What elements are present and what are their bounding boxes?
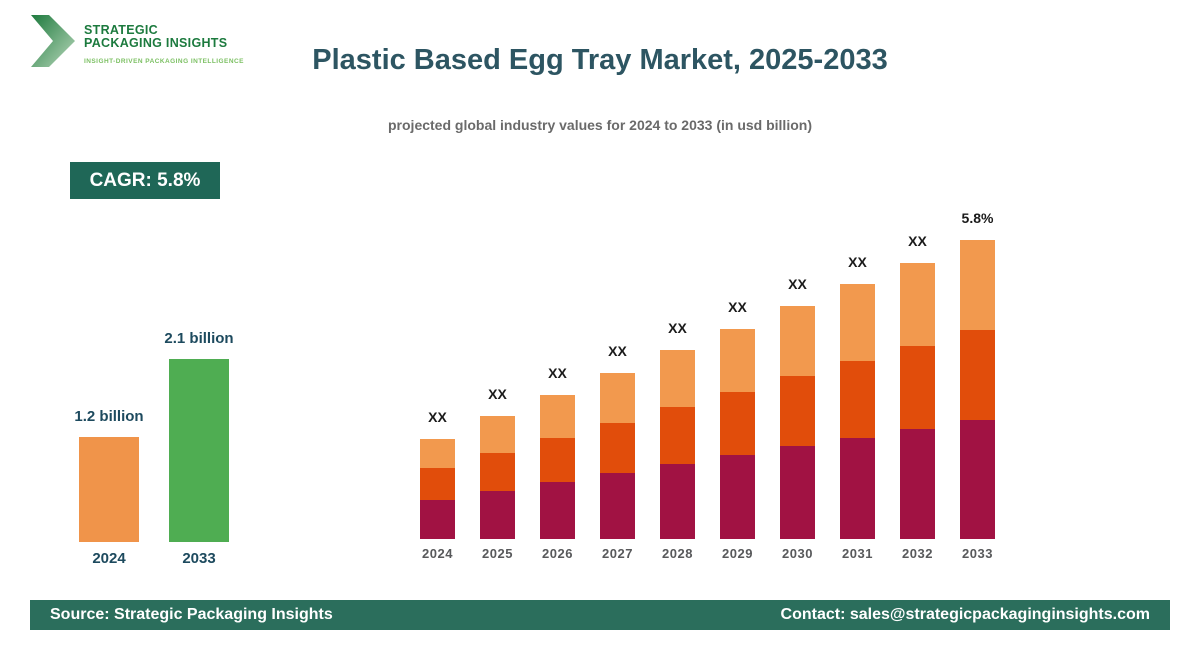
logo: STRATEGIC PACKAGING INSIGHTS INSIGHT-DRI… (30, 14, 244, 68)
stacked-bar-column: 5.8% 2033 (960, 200, 995, 561)
segment-top (420, 439, 455, 468)
segment-top (540, 395, 575, 438)
axis-label-2026: 2026 (542, 546, 573, 561)
bar-data-label: XX (668, 320, 687, 336)
bar-data-label: 5.8% (961, 210, 994, 226)
segment-bottom (420, 500, 455, 539)
segment-middle (540, 438, 575, 482)
logo-line1: STRATEGIC (84, 23, 158, 37)
summary-growth-chart: 1.2 billion 2024 2.1 billion 2033 (74, 320, 233, 567)
footer-contact: Contact: sales@strategicpackaginginsight… (780, 606, 1150, 623)
stacked-bar-column: XX 2031 (840, 200, 875, 561)
axis-label-2027: 2027 (602, 546, 633, 561)
axis-label-2032: 2032 (902, 546, 933, 561)
segment-top (780, 306, 815, 376)
logo-tagline: INSIGHT-DRIVEN PACKAGING INTELLIGENCE (84, 58, 244, 65)
segment-top (600, 373, 635, 423)
axis-label-2030: 2030 (782, 546, 813, 561)
segment-middle (780, 376, 815, 446)
summary-bar-column: 2.1 billion 2033 (164, 320, 233, 567)
summary-bar-2024 (79, 437, 139, 542)
axis-label-2031: 2031 (842, 546, 873, 561)
footer-source: Source: Strategic Packaging Insights (50, 606, 333, 623)
axis-label-2033: 2033 (182, 550, 216, 567)
segment-middle (720, 392, 755, 455)
segment-bottom (660, 464, 695, 539)
axis-label-2025: 2025 (482, 546, 513, 561)
bar-data-label: XX (788, 276, 807, 292)
bar-data-label: XX (908, 233, 927, 249)
segment-bottom (600, 473, 635, 539)
bar-data-label: XX (608, 343, 627, 359)
segment-bottom (840, 438, 875, 539)
segment-top (660, 350, 695, 407)
segment-middle (480, 453, 515, 491)
segment-middle (600, 423, 635, 473)
chevron-right-icon (31, 15, 75, 67)
stacked-bar-column: XX 2028 (660, 200, 695, 561)
cagr-badge: CAGR: 5.8% (70, 162, 220, 199)
stacked-bar-column: XX 2025 (480, 200, 515, 561)
logo-text: STRATEGIC PACKAGING INSIGHTS INSIGHT-DRI… (84, 14, 244, 66)
axis-label-2033: 2033 (962, 546, 993, 561)
segment-middle (840, 361, 875, 438)
segment-top (960, 240, 995, 330)
segment-bottom (900, 429, 935, 539)
segment-middle (900, 346, 935, 429)
bar-value-label: 1.2 billion (74, 408, 144, 425)
summary-bar-column: 1.2 billion 2024 (74, 320, 143, 567)
axis-label-2029: 2029 (722, 546, 753, 561)
bar-data-label: XX (848, 254, 867, 270)
summary-bar-2033 (169, 359, 229, 542)
segment-middle (660, 407, 695, 464)
bar-data-label: XX (488, 386, 507, 402)
segment-top (480, 416, 515, 453)
segment-bottom (960, 420, 995, 539)
stacked-bar-column: XX 2030 (780, 200, 815, 561)
segment-bottom (480, 491, 515, 539)
segment-top (840, 284, 875, 361)
page-title: Plastic Based Egg Tray Market, 2025-2033 (312, 44, 888, 76)
axis-label-2024: 2024 (92, 550, 126, 567)
bar-data-label: XX (728, 299, 747, 315)
bar-data-label: XX (428, 409, 447, 425)
segment-top (900, 263, 935, 346)
bar-value-label: 2.1 billion (164, 330, 234, 347)
segment-bottom (780, 446, 815, 539)
stacked-bar-column: XX 2026 (540, 200, 575, 561)
segment-middle (960, 330, 995, 420)
segment-middle (420, 468, 455, 500)
segment-bottom (540, 482, 575, 539)
projection-stacked-chart: XX 2024 XX 2025 XX 2026 XX 2027 XX 2028 XX 2029 XX 20… (420, 200, 995, 561)
segment-bottom (720, 455, 755, 539)
stacked-bar-column: XX 2032 (900, 200, 935, 561)
stacked-bar-column: XX 2029 (720, 200, 755, 561)
bar-data-label: XX (548, 365, 567, 381)
page-subtitle: projected global industry values for 202… (388, 117, 812, 133)
axis-label-2028: 2028 (662, 546, 693, 561)
segment-top (720, 329, 755, 392)
stacked-bar-column: XX 2024 (420, 200, 455, 561)
logo-line2: PACKAGING INSIGHTS (84, 36, 228, 50)
stacked-bar-column: XX 2027 (600, 200, 635, 561)
axis-label-2024: 2024 (422, 546, 453, 561)
footer-bar: Source: Strategic Packaging Insights Con… (30, 600, 1170, 630)
